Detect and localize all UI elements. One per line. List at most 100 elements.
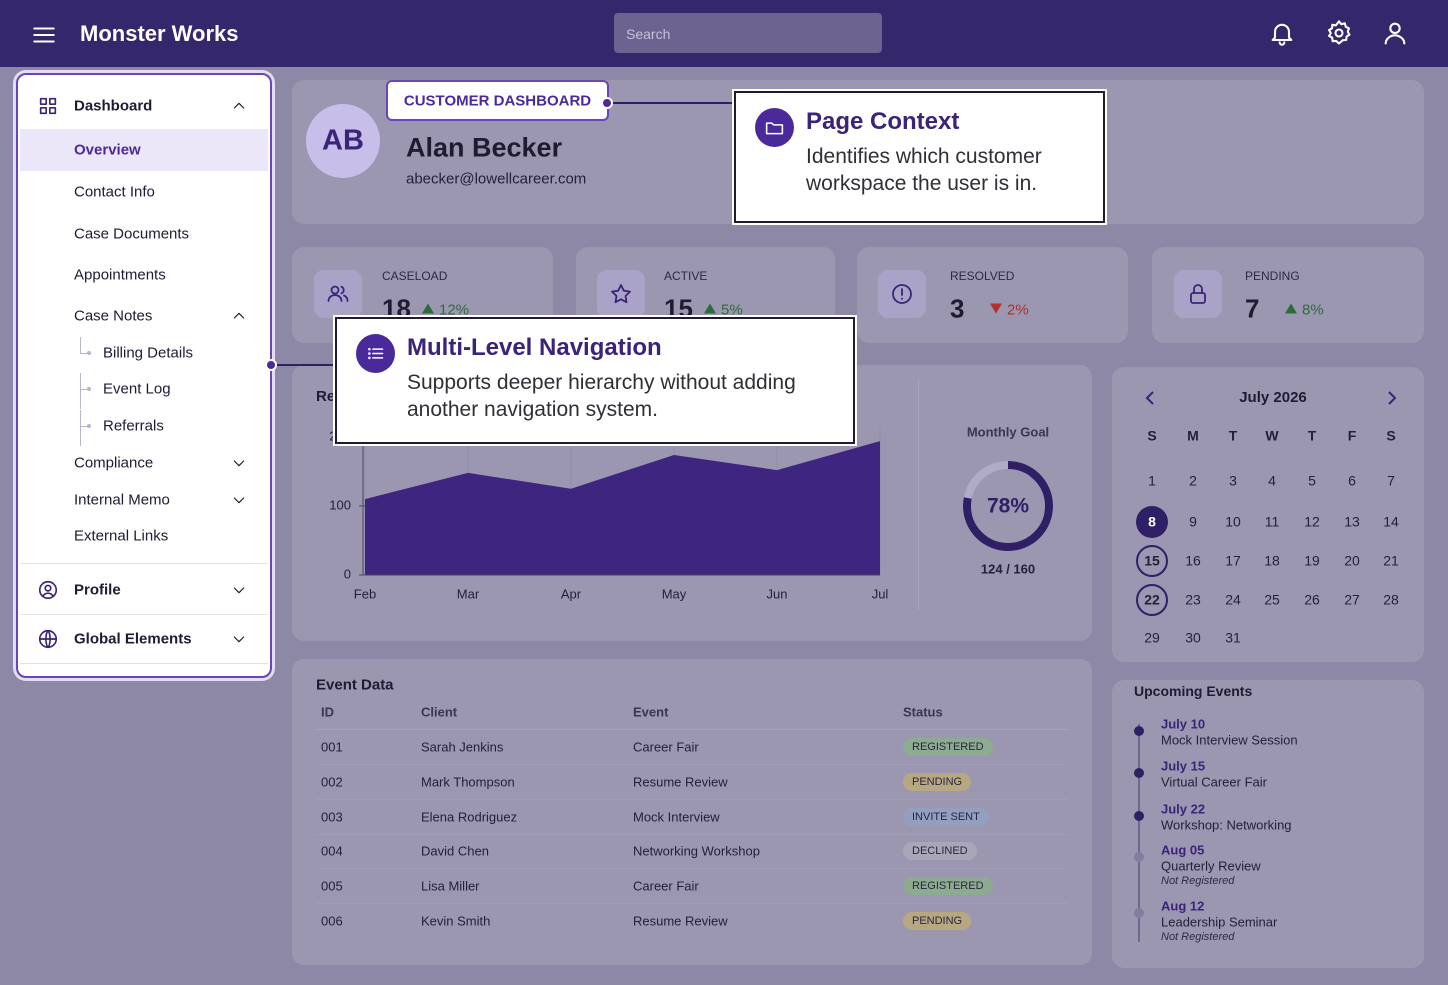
path-shape — [1271, 23, 1293, 42]
tree-branch — [80, 426, 88, 427]
tree-dot — [87, 424, 91, 428]
tree-dot — [87, 351, 91, 355]
stat-icon-bg — [597, 270, 645, 318]
svg-shape — [38, 580, 58, 600]
context-badge-text: CUSTOMER DASHBOARD — [403, 92, 592, 110]
timeline-dot — [1134, 908, 1144, 918]
nav-item[interactable]: External Links — [74, 527, 169, 545]
path-shape — [1328, 20, 1351, 45]
nav-item[interactable]: Contact Info — [74, 183, 155, 201]
account-icon[interactable] — [1381, 19, 1409, 47]
svg-shape — [233, 497, 245, 504]
stat-label: RESOLVED — [950, 269, 1015, 283]
nav-subitem[interactable]: Event Log — [103, 380, 171, 398]
cell: 005 — [321, 878, 343, 894]
circle-shape — [892, 284, 912, 304]
event-date: July 10 — [1161, 716, 1206, 732]
stat-change-text: 8% — [1302, 301, 1324, 319]
cell: Kevin Smith — [421, 913, 491, 929]
section-rule — [20, 563, 268, 564]
circle-shape — [368, 356, 371, 360]
path-shape — [233, 497, 245, 504]
search-placeholder: Search — [626, 26, 671, 42]
svg-shape — [39, 97, 57, 115]
customer-name: Alan Becker — [406, 132, 563, 163]
rect-shape — [39, 107, 47, 115]
cell: Mark Thompson — [421, 774, 515, 790]
menu-icon[interactable] — [31, 22, 57, 48]
stat-change: 12% — [422, 302, 469, 319]
svg-shape — [327, 285, 349, 302]
path-shape — [340, 285, 349, 302]
stat-change: 8% — [1285, 302, 1324, 319]
column-header: Event — [633, 704, 669, 720]
status-pill: PENDING — [903, 912, 972, 930]
event-note: Not Registered — [1161, 875, 1235, 887]
nav-item[interactable]: Overview — [74, 141, 141, 159]
chevron[interactable] — [231, 582, 247, 598]
event-name: Quarterly Review — [1161, 858, 1261, 874]
callout-title: Page Context — [806, 108, 960, 135]
connector-dot — [265, 359, 277, 371]
tree-branch — [80, 353, 88, 354]
svg-shape — [368, 347, 384, 360]
nav-item[interactable]: Appointments — [74, 266, 166, 284]
timeline-dot — [1134, 852, 1144, 862]
calendar-card — [1112, 367, 1424, 662]
section-label[interactable]: Profile — [74, 581, 121, 599]
bell-icon[interactable] — [1268, 19, 1296, 47]
cell: 003 — [321, 809, 343, 825]
rect-shape — [1190, 292, 1206, 304]
chevron[interactable] — [231, 631, 247, 647]
nav-item[interactable]: Case Notes — [74, 307, 153, 325]
section-label[interactable]: Dashboard — [74, 97, 153, 115]
nav-item[interactable]: Compliance — [74, 454, 154, 472]
goal-divider — [918, 380, 919, 610]
tree-line — [80, 410, 81, 446]
path-shape — [33, 27, 55, 43]
callout-icon — [365, 343, 386, 364]
circle-shape — [1334, 28, 1344, 38]
cell: 006 — [321, 913, 343, 929]
stat-icon — [890, 282, 914, 306]
stat-change: 2% — [990, 302, 1029, 319]
section-label[interactable]: Global Elements — [74, 630, 192, 648]
chevron[interactable] — [231, 455, 247, 471]
status-pill: PENDING — [903, 772, 972, 791]
settings-icon[interactable] — [1325, 19, 1353, 47]
circle-shape — [44, 584, 52, 592]
section-icon — [37, 628, 59, 650]
customer-email: abecker@lowellcareer.com — [406, 170, 587, 188]
active-item-bg — [20, 129, 268, 171]
chevron[interactable] — [231, 492, 247, 508]
stat-value: 3 — [950, 293, 965, 324]
callout — [734, 91, 1105, 223]
event-date: July 22 — [1161, 801, 1206, 817]
svg-shape — [233, 102, 245, 109]
stat-label: CASELOAD — [382, 269, 448, 283]
rect-shape — [49, 107, 57, 115]
nav-item[interactable]: Case Documents — [74, 225, 190, 243]
row-rule — [316, 798, 1068, 800]
callout-icon-bg — [755, 108, 794, 147]
event-date: Aug 05 — [1161, 842, 1205, 858]
circle-shape — [368, 347, 371, 351]
search-box[interactable]: Search — [614, 13, 882, 53]
path-shape — [327, 294, 343, 302]
chevron[interactable] — [231, 98, 247, 114]
nav-subitem[interactable]: Billing Details — [103, 344, 194, 362]
badge-connector — [609, 102, 735, 104]
cell: 001 — [321, 739, 343, 755]
callout — [335, 317, 855, 444]
callout-title: Multi-Level Navigation — [407, 334, 662, 361]
cell: Career Fair — [633, 878, 699, 894]
nav-item[interactable]: Internal Memo — [74, 491, 170, 509]
path-shape — [38, 629, 58, 649]
chevron[interactable] — [231, 308, 247, 324]
stat-change-text: 12% — [439, 301, 470, 319]
nav-subitem[interactable]: Referrals — [103, 417, 164, 435]
svg-shape — [1384, 22, 1406, 45]
cell: Sarah Jenkins — [421, 739, 504, 755]
svg-shape — [611, 284, 631, 304]
